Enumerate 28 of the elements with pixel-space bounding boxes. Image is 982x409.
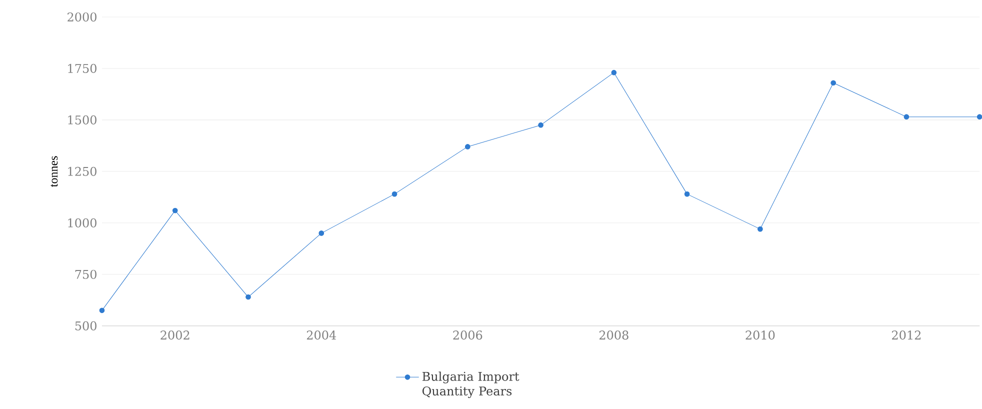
x-tick-label: 2008 xyxy=(599,330,628,340)
point xyxy=(611,70,617,76)
y-tick-label: 1000 xyxy=(68,218,96,228)
point xyxy=(684,191,690,197)
x-tick-label: 2004 xyxy=(306,330,336,340)
point xyxy=(758,226,763,232)
point xyxy=(976,114,982,120)
x-tick-label: 2006 xyxy=(453,330,482,340)
x-tick-label: 2012 xyxy=(892,330,921,340)
y-tick-label: 750 xyxy=(75,270,96,279)
y-tick-label: 1750 xyxy=(68,64,96,74)
y-tick-label: 500 xyxy=(75,321,96,330)
point xyxy=(172,208,178,214)
point xyxy=(318,230,324,236)
point xyxy=(904,114,910,120)
y-tick-label: 2000 xyxy=(68,12,96,22)
x-tick-label: 2002 xyxy=(160,330,190,340)
point xyxy=(392,191,398,197)
point xyxy=(99,308,105,314)
legend-label: Bulgaria Import Quantity Pears xyxy=(422,372,520,398)
point xyxy=(464,144,470,150)
x-tick-label: 2010 xyxy=(746,330,775,340)
point xyxy=(830,80,836,86)
y-tick-label: 1500 xyxy=(68,115,96,125)
y-axis-title: tonnes xyxy=(50,156,58,188)
y-tick-label: 1250 xyxy=(68,166,96,176)
point xyxy=(246,294,251,300)
point xyxy=(538,122,544,128)
